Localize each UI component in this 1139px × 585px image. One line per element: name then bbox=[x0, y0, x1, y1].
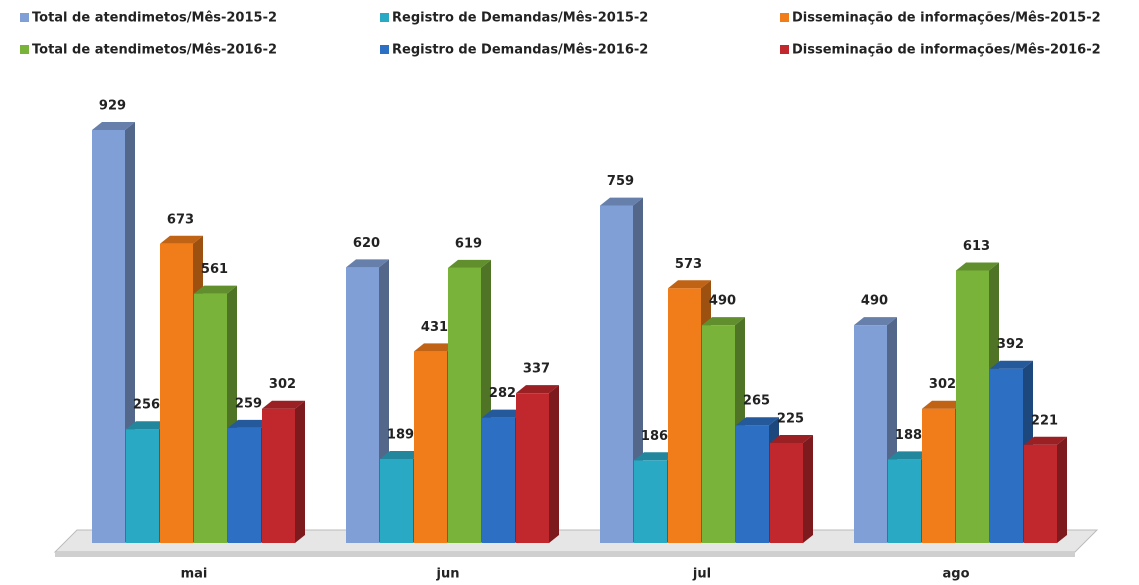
bar-front bbox=[634, 460, 667, 543]
data-label: 619 bbox=[455, 236, 482, 251]
bar-top bbox=[228, 419, 271, 428]
bar-side bbox=[549, 385, 559, 543]
bar-front bbox=[668, 288, 701, 543]
bar-top bbox=[770, 434, 813, 443]
x-tick-label: jul bbox=[692, 567, 711, 582]
bar bbox=[770, 434, 813, 543]
bar-top bbox=[736, 417, 779, 426]
bar-front bbox=[380, 458, 413, 543]
data-label: 225 bbox=[777, 411, 804, 426]
bar-top bbox=[92, 122, 135, 130]
data-label: 673 bbox=[167, 212, 194, 227]
bar-front bbox=[126, 429, 159, 543]
data-label: 188 bbox=[895, 428, 922, 443]
bar-front bbox=[1024, 444, 1057, 543]
bar bbox=[1024, 436, 1067, 543]
legend-swatch bbox=[780, 45, 789, 54]
legend-swatch bbox=[380, 45, 389, 54]
bar-top bbox=[600, 197, 643, 206]
bar-front bbox=[854, 325, 887, 543]
legend-label: Total de atendimetos/Mês-2016-2 bbox=[32, 43, 277, 58]
data-label: 282 bbox=[489, 386, 516, 401]
bar-front bbox=[600, 205, 633, 544]
bar-top bbox=[380, 450, 423, 459]
data-label: 302 bbox=[269, 377, 296, 392]
bar-top bbox=[482, 409, 525, 418]
data-label: 302 bbox=[929, 377, 956, 392]
bar-front bbox=[702, 325, 735, 543]
bar-top bbox=[888, 451, 931, 460]
legend-label: Registro de Demandas/Mês-2015-2 bbox=[392, 11, 648, 26]
legend-swatch bbox=[20, 13, 29, 22]
data-label: 431 bbox=[421, 320, 448, 335]
legend-label: Disseminação de informações/Mês-2016-2 bbox=[792, 43, 1101, 58]
legend-label: Disseminação de informações/Mês-2015-2 bbox=[792, 11, 1101, 26]
bar-front bbox=[228, 427, 261, 543]
data-label: 759 bbox=[607, 174, 634, 189]
data-label: 490 bbox=[861, 294, 888, 309]
bar bbox=[262, 400, 305, 543]
bar-top bbox=[668, 280, 711, 289]
bar-front bbox=[516, 393, 549, 543]
bar-top bbox=[990, 360, 1033, 369]
data-label: 186 bbox=[641, 429, 668, 444]
bar-top bbox=[854, 317, 897, 326]
bar-side bbox=[1057, 436, 1067, 543]
bar-top bbox=[160, 235, 203, 244]
bar-front bbox=[262, 408, 295, 543]
data-label: 265 bbox=[743, 394, 770, 409]
data-label: 561 bbox=[201, 262, 228, 277]
bar-top bbox=[634, 452, 677, 461]
bar-top bbox=[262, 400, 305, 409]
bar-front bbox=[736, 425, 769, 543]
bar bbox=[516, 385, 559, 543]
bar-front bbox=[160, 243, 193, 543]
bar-front bbox=[482, 417, 515, 543]
bar-front bbox=[990, 368, 1023, 543]
bar-top bbox=[516, 385, 559, 394]
data-label: 337 bbox=[523, 362, 550, 377]
bar-front bbox=[92, 130, 125, 543]
bar-top bbox=[126, 421, 169, 430]
floor-edge bbox=[55, 552, 1075, 557]
legend-label: Total de atendimetos/Mês-2015-2 bbox=[32, 11, 277, 26]
legend-swatch bbox=[380, 13, 389, 22]
bar-front bbox=[414, 351, 447, 543]
bar-top bbox=[702, 317, 745, 326]
bar-side bbox=[295, 400, 305, 543]
x-tick-label: mai bbox=[181, 567, 208, 582]
data-label: 613 bbox=[963, 239, 990, 254]
bar-front bbox=[448, 267, 481, 543]
bar-top bbox=[194, 285, 237, 294]
data-label: 256 bbox=[133, 398, 160, 413]
data-label: 490 bbox=[709, 294, 736, 309]
bar-side bbox=[803, 434, 813, 543]
bar-front bbox=[770, 442, 803, 543]
bar-top bbox=[956, 262, 999, 271]
x-tick-label: ago bbox=[942, 567, 969, 582]
bar-top bbox=[922, 400, 965, 409]
x-tick-label: jun bbox=[436, 567, 460, 582]
bar-top bbox=[448, 259, 491, 268]
legend-label: Registro de Demandas/Mês-2016-2 bbox=[392, 43, 648, 58]
bar-top bbox=[346, 259, 389, 268]
bar-front bbox=[194, 293, 227, 543]
data-label: 221 bbox=[1031, 413, 1058, 428]
data-label: 573 bbox=[675, 257, 702, 272]
bar-front bbox=[956, 270, 989, 543]
bar-top bbox=[1024, 436, 1067, 445]
legend-swatch bbox=[780, 13, 789, 22]
bar-top bbox=[414, 343, 457, 352]
data-label: 259 bbox=[235, 396, 262, 411]
data-label: 620 bbox=[353, 236, 380, 251]
bar-front bbox=[888, 459, 921, 543]
bar-front bbox=[346, 267, 379, 543]
bar-front bbox=[922, 408, 955, 543]
data-label: 929 bbox=[99, 99, 126, 114]
bar bbox=[600, 197, 643, 544]
legend-swatch bbox=[20, 45, 29, 54]
data-label: 189 bbox=[387, 427, 414, 442]
data-label: 392 bbox=[997, 337, 1024, 352]
